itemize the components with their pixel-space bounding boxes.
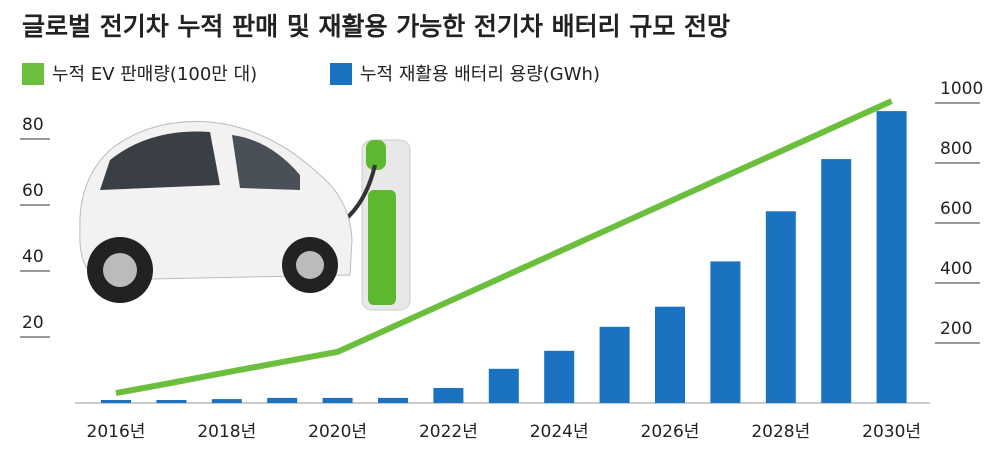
bar: [488, 368, 519, 403]
bar: [876, 111, 907, 403]
y-tick-label: 80: [22, 115, 44, 135]
y-tick-label: 60: [22, 181, 44, 201]
x-tick-label: 2024년: [530, 422, 589, 442]
bar: [322, 397, 353, 403]
legend-swatch: [330, 63, 352, 85]
bar: [433, 388, 464, 403]
x-tick-label: 2018년: [197, 422, 256, 442]
bar: [156, 400, 187, 403]
legend-label: 누적 EV 판매량(100만 대): [52, 64, 257, 85]
y2-tick-label: 400: [940, 259, 972, 279]
bar: [655, 306, 685, 403]
bar: [211, 399, 242, 403]
car-illustration: [79, 121, 411, 311]
x-tick-label: 2016년: [87, 422, 146, 442]
y2-tick-label: 800: [940, 139, 972, 159]
line: [115, 98, 893, 397]
x-tick-label: 2020년: [308, 422, 367, 442]
x-tick-label: 2028년: [751, 422, 810, 442]
bar: [765, 211, 796, 403]
y-tick-label: 20: [22, 313, 44, 333]
chart-title: 글로벌 전기차 누적 판매 및 재활용 가능한 전기차 배터리 규모 전망: [22, 12, 730, 41]
y-tick-label: 40: [22, 247, 44, 267]
legend-swatch: [22, 63, 44, 85]
bar: [101, 400, 131, 403]
x-tick-label: 2030년: [862, 422, 921, 442]
x-tick-label: 2022년: [419, 422, 478, 442]
bar: [599, 326, 630, 403]
bar: [710, 261, 741, 403]
bar: [267, 397, 298, 403]
x-tick-label: 2026년: [641, 422, 700, 442]
y2-tick-label: 1000: [940, 79, 983, 99]
y2-tick-label: 600: [940, 199, 972, 219]
bar: [544, 350, 575, 403]
legend-label: 누적 재활용 배터리 용량(GWh): [360, 64, 600, 85]
y2-tick-label: 200: [940, 319, 972, 339]
bar: [821, 159, 852, 403]
bar: [378, 397, 408, 403]
